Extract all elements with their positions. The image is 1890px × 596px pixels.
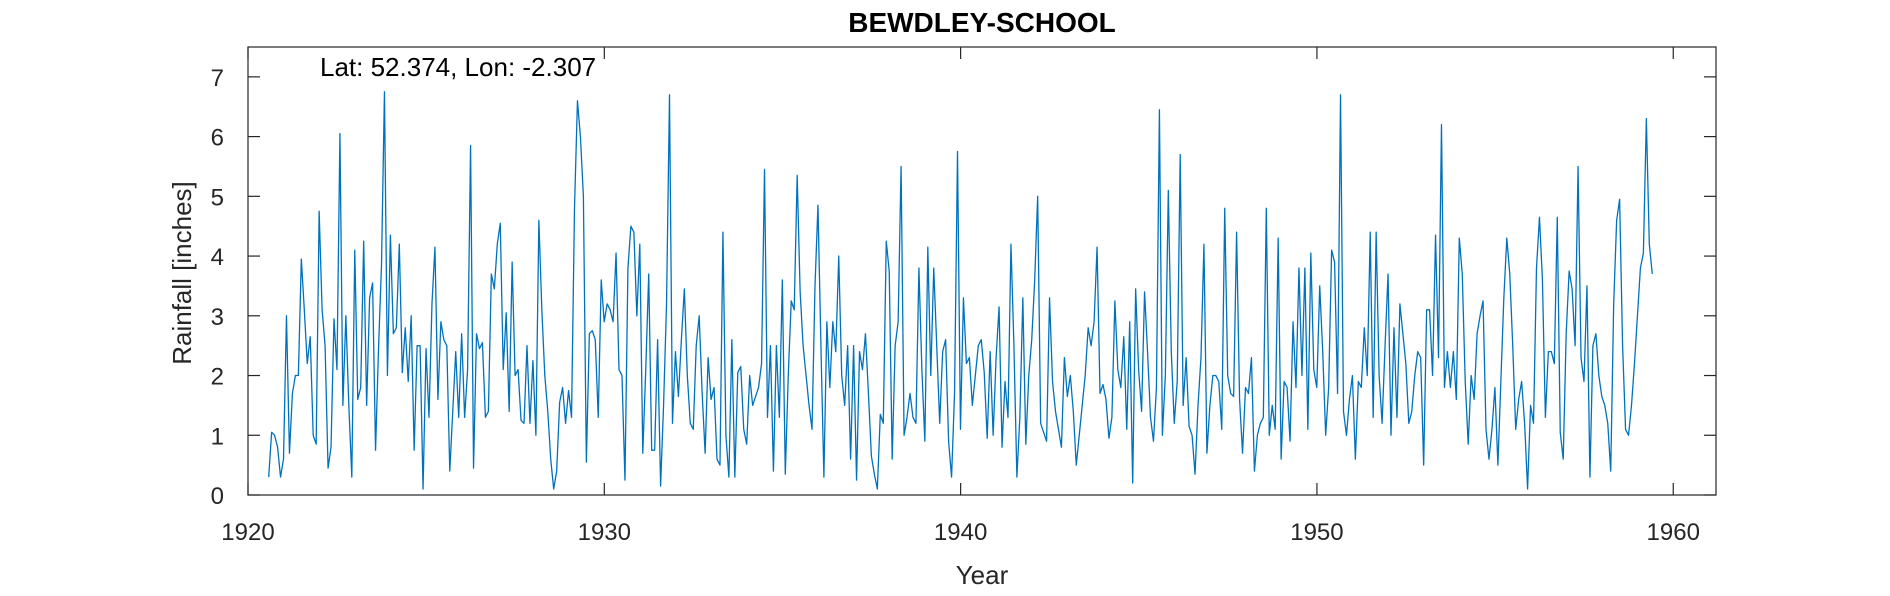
plot-area: [268, 91, 1653, 490]
y-tick-label-2: 2: [211, 364, 224, 391]
y-tick-label-1: 1: [211, 423, 224, 450]
y-tick-label-0: 0: [211, 483, 224, 510]
x-tick-label-1950: 1950: [1290, 519, 1343, 546]
y-axis-label: Rainfall [inches]: [167, 181, 197, 365]
y-tick-label-4: 4: [211, 244, 224, 271]
axes-box: [247, 46, 1717, 496]
y-tick-label-7: 7: [211, 65, 224, 92]
chart-title: BEWDLEY-SCHOOL: [848, 7, 1116, 38]
y-tick-label-6: 6: [211, 125, 224, 152]
axes: 1920 1930 1940 1950 1960 0 1 2 3 4 5 6 7: [211, 46, 1717, 546]
x-tick-label-1960: 1960: [1647, 519, 1700, 546]
x-axis-label: Year: [956, 560, 1009, 590]
y-tick-label-3: 3: [211, 304, 224, 331]
x-tick-label-1920: 1920: [221, 519, 274, 546]
x-tick-label-1940: 1940: [934, 519, 987, 546]
x-tick-label-1930: 1930: [578, 519, 631, 546]
series-line-0: [268, 91, 1653, 490]
location-annotation: Lat: 52.374, Lon: -2.307: [320, 52, 596, 82]
y-tick-label-5: 5: [211, 184, 224, 211]
